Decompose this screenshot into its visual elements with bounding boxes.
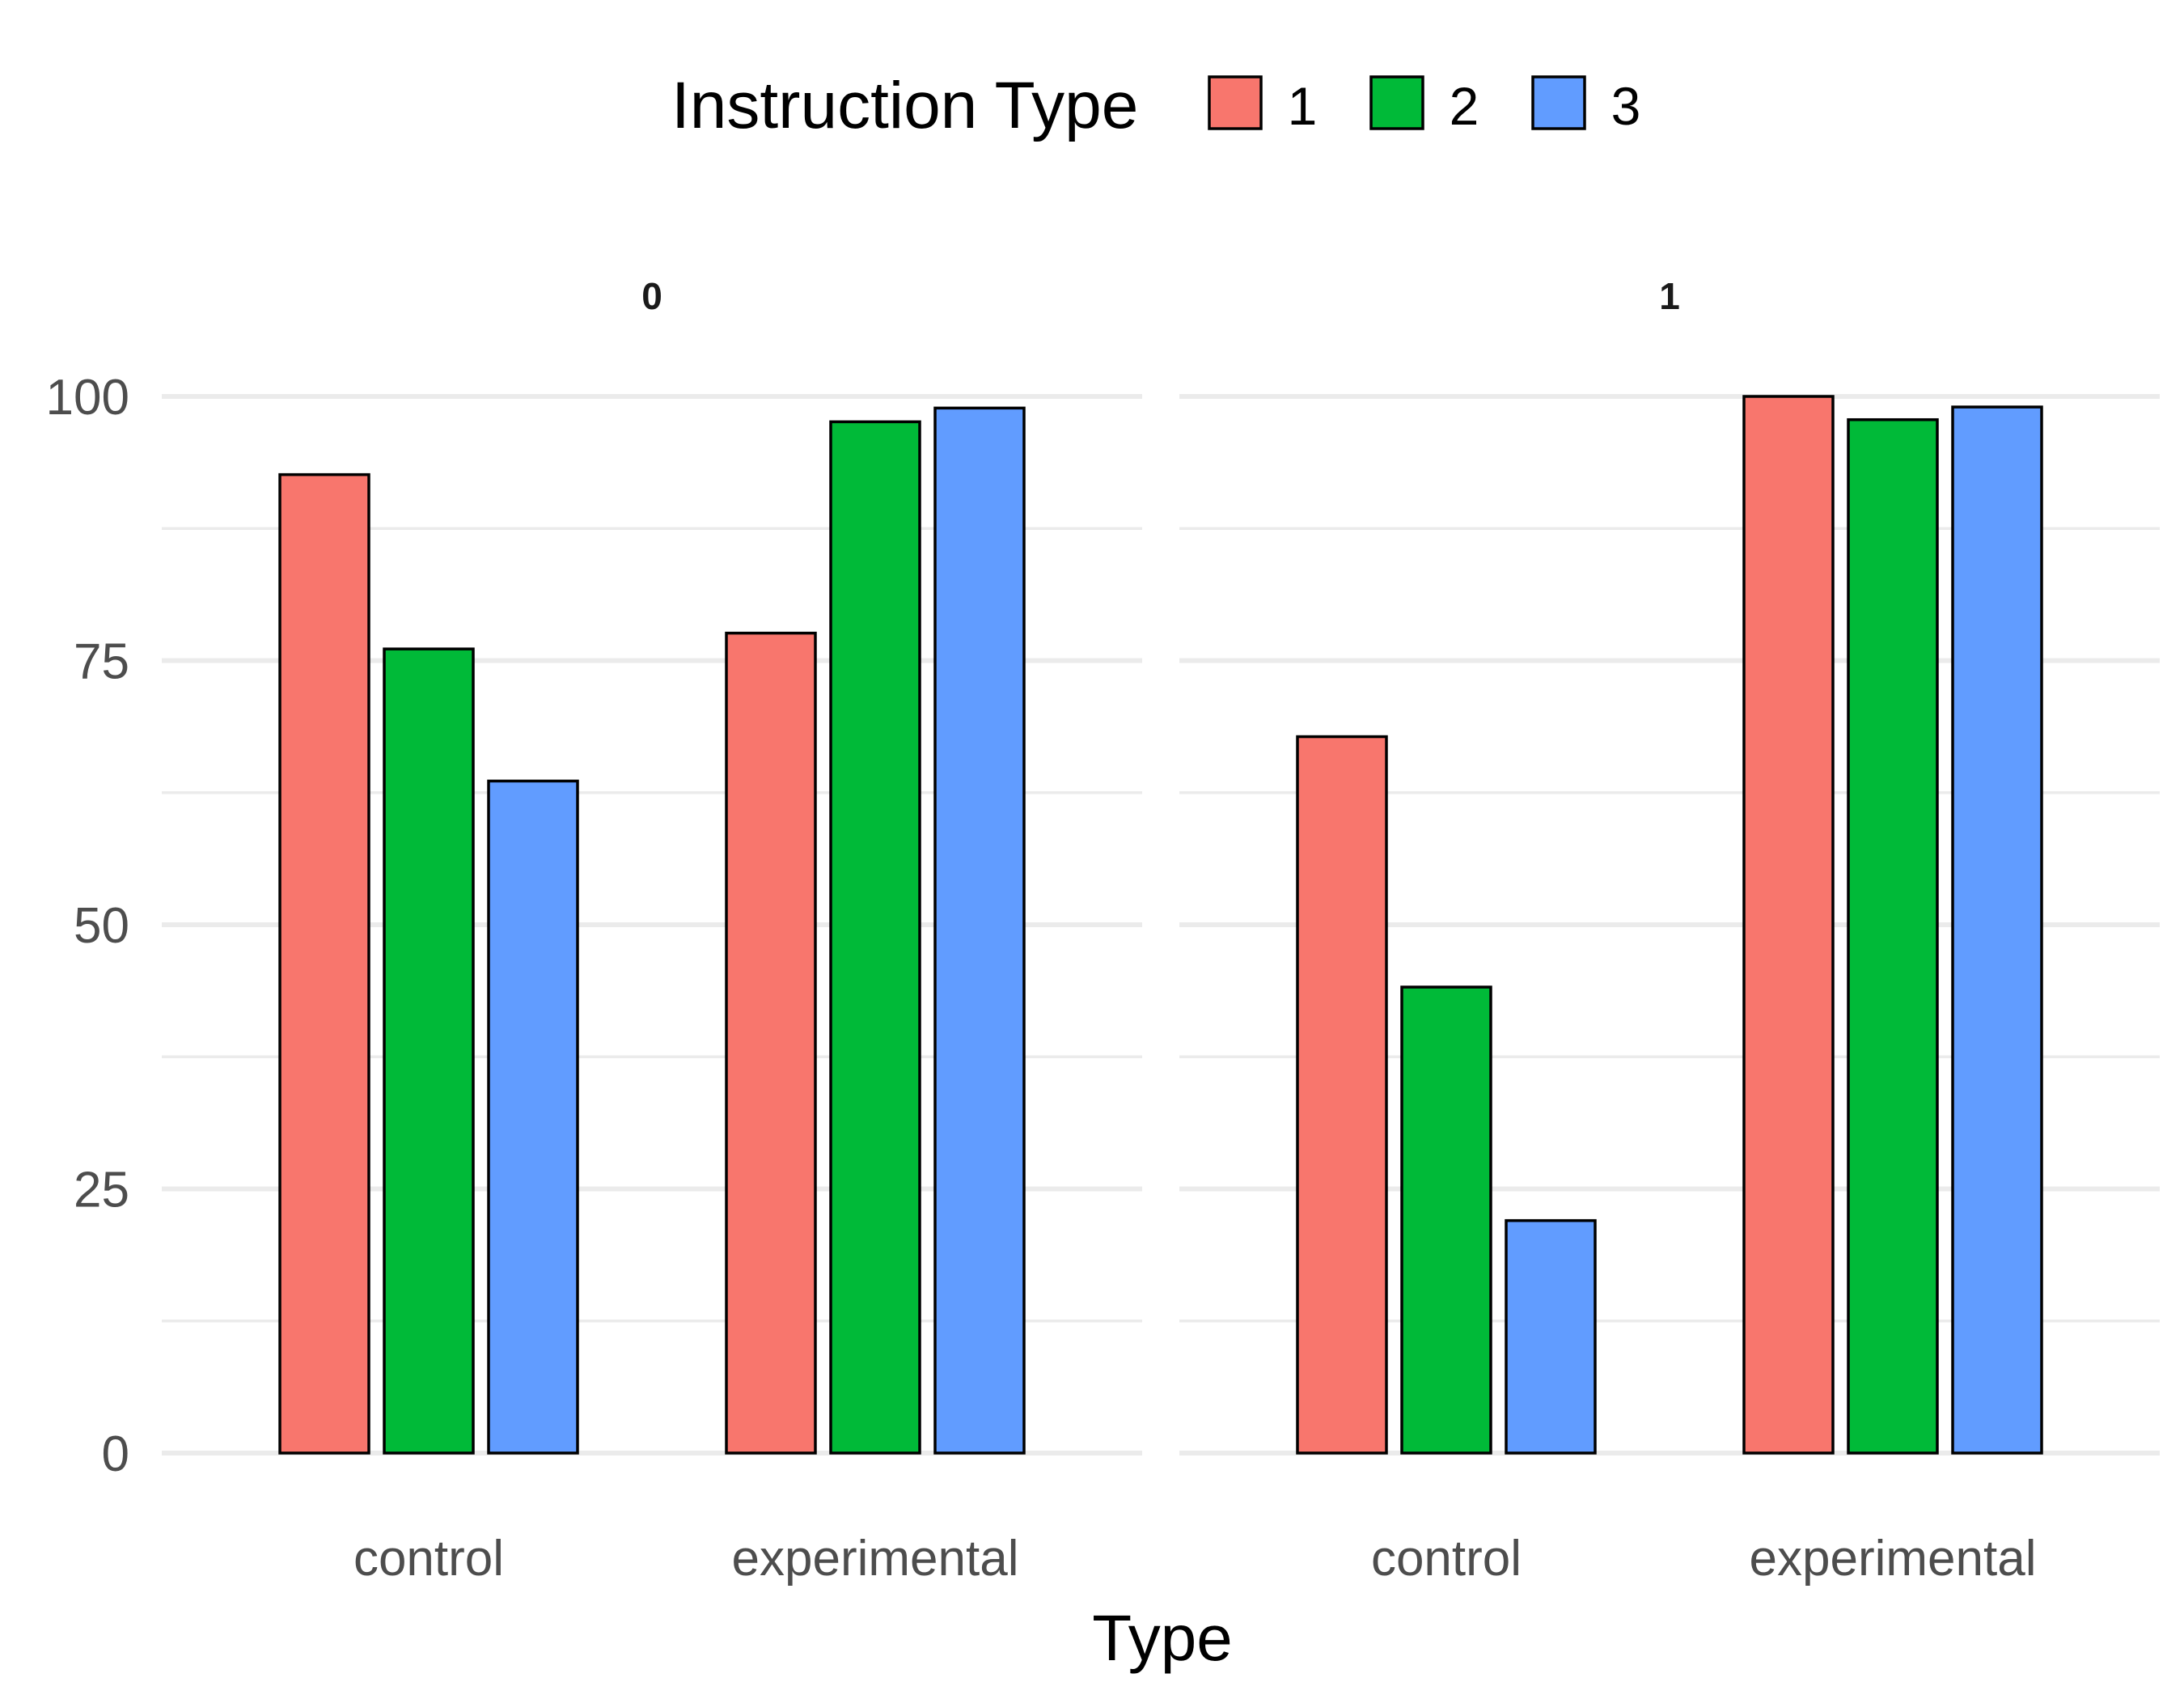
chart-panels: 0 control experimental 1 control experimental xyxy=(162,275,2160,1587)
legend-swatch-2 xyxy=(1369,75,1424,130)
panel-0: 0 control experimental xyxy=(162,275,1142,1587)
y-tick-label: 0 xyxy=(102,1426,129,1482)
y-tick-label: 100 xyxy=(46,370,129,426)
facet-label-1: 1 xyxy=(1659,275,1680,317)
x-tick-label-control: control xyxy=(353,1531,504,1587)
panel-1: 1 control experimental xyxy=(1179,275,2160,1587)
x-tick-label-control: control xyxy=(1371,1531,1522,1587)
legend-label-1: 1 xyxy=(1288,76,1318,136)
legend-label-2: 2 xyxy=(1450,76,1479,136)
bar-0-experimental-1 xyxy=(725,631,817,1455)
y-tick-label: 25 xyxy=(74,1163,129,1218)
bar-1-experimental-1 xyxy=(1742,395,1835,1455)
legend-swatch-1 xyxy=(1208,75,1263,130)
y-axis-tick-labels: 0 25 50 75 100 xyxy=(46,370,129,1482)
facet-label-0: 0 xyxy=(641,275,662,317)
legend-keys: 1 2 3 xyxy=(1208,75,1641,136)
bar-0-control-1 xyxy=(278,472,370,1455)
bar-1-control-3 xyxy=(1505,1218,1597,1455)
legend-title: Instruction Type xyxy=(671,69,1138,142)
bar-1-control-2 xyxy=(1400,985,1492,1455)
bar-0-experimental-3 xyxy=(933,406,1026,1455)
y-tick-label: 75 xyxy=(74,634,129,690)
legend-swatch-3 xyxy=(1531,75,1586,130)
bar-1-control-1 xyxy=(1296,735,1388,1455)
legend-label-3: 3 xyxy=(1611,76,1641,136)
bar-0-experimental-2 xyxy=(829,420,921,1455)
bar-1-experimental-2 xyxy=(1847,417,1939,1455)
bar-1-experimental-3 xyxy=(1951,405,2043,1455)
legend: Instruction Type 1 2 3 xyxy=(671,69,1640,142)
y-tick-label: 50 xyxy=(74,898,129,954)
x-axis-title: Type xyxy=(1092,1602,1232,1674)
x-tick-label-experimental: experimental xyxy=(732,1531,1019,1587)
bar-0-control-2 xyxy=(383,647,475,1455)
x-tick-label-experimental: experimental xyxy=(1750,1531,2037,1587)
bar-0-control-3 xyxy=(487,779,579,1455)
